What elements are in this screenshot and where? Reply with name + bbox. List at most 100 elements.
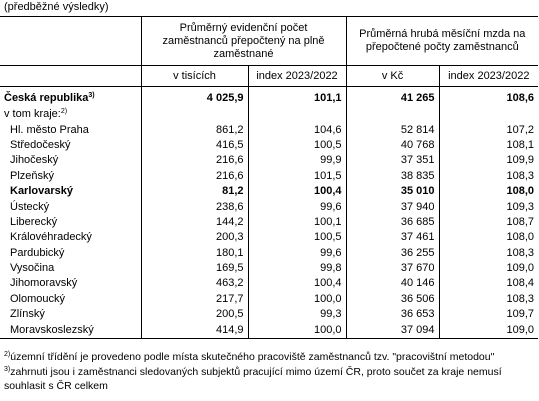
cell-wage: 41 265: [345, 86, 440, 107]
cell-wage-index: 108,0: [438, 183, 539, 200]
cell-employees-index: 99,9: [247, 153, 347, 169]
cell-wage-index: 108,0: [438, 230, 539, 246]
cell-employees-index: 101,1: [247, 86, 347, 107]
cell-employees-index: [247, 107, 347, 123]
cell-employees: [140, 107, 248, 123]
cell-employees-index: 104,6: [247, 122, 347, 138]
cell-employees-index: 99,6: [247, 245, 347, 261]
cell-wage: 52 814: [345, 122, 440, 138]
table-row: Hl. město Praha 861,2 104,6 52 814 107,2: [0, 122, 539, 138]
table-row: Plzeňský 216,6 101,5 38 835 108,3: [0, 168, 539, 184]
row-label: Jihomoravský: [10, 277, 78, 290]
header-czk: v Kč: [345, 65, 440, 87]
cell-employees: 861,2: [140, 122, 248, 138]
cell-wage-index: 108,3: [438, 291, 539, 308]
row-label: Moravskoslezský: [0, 322, 141, 339]
table-row: Olomoucký 217,7 100,0 36 506 108,3: [0, 291, 539, 308]
cell-employees: 217,7: [140, 291, 248, 308]
cell-wage-index: 108,1: [438, 137, 539, 154]
footnote-mark: 3): [88, 92, 95, 99]
cell-employees-index: 101,5: [247, 168, 347, 184]
table-row: Ústecký 238,6 99,6 37 940 109,3: [0, 199, 539, 215]
table-row-regions-heading: v tom kraje:2): [0, 107, 539, 123]
cell-employees-index: 99,8: [247, 260, 347, 277]
table-row: Vysočina 169,5 99,8 37 670 109,0: [0, 260, 539, 277]
cell-employees-index: 100,1: [247, 214, 347, 231]
table-row: Jihomoravský 463,2 100,4 40 146 108,4: [0, 276, 539, 292]
cell-employees: 169,5: [140, 260, 248, 277]
row-label: Česká republika3): [4, 92, 95, 104]
table-row: Zlínský 200,5 99,3 36 653 109,7: [0, 307, 539, 323]
cell-wage: 40 146: [345, 276, 440, 292]
header-row-groups: Průměrný evidenční počet zaměstnanců pře…: [0, 16, 539, 66]
cell-employees: 238,6: [140, 199, 248, 215]
table-row-czech-republic: Česká republika3) 4 025,9 101,1 41 265 1…: [0, 86, 539, 107]
cell-wage: 38 835: [345, 168, 440, 184]
header-row-units: v tisících index 2023/2022 v Kč index 20…: [0, 65, 539, 87]
cell-employees: 416,5: [140, 137, 248, 154]
cell-employees: 463,2: [140, 276, 248, 292]
cell-wage: 37 094: [345, 322, 440, 339]
cell-employees: 81,2: [140, 183, 248, 200]
row-label: Karlovarský: [10, 185, 73, 198]
cell-wage: 36 653: [345, 307, 440, 323]
cell-wage-index: 109,9: [438, 153, 539, 169]
cell-wage-index: 109,0: [438, 260, 539, 277]
footnote-2: 2)územní třídění je provedeno podle míst…: [4, 351, 495, 363]
cell-employees: 4 025,9: [140, 86, 248, 107]
row-label: Hl. město Praha: [10, 123, 89, 136]
row-label: Jihočeský: [10, 154, 59, 167]
cell-employees-index: 100,4: [247, 276, 347, 292]
cell-wage-index: 108,3: [438, 168, 539, 184]
cell-employees-index: 100,4: [247, 183, 347, 200]
cell-wage: 35 010: [345, 183, 440, 200]
footnote-3-continued: souhlasit s ČR celkem: [4, 380, 108, 392]
wages-table: Průměrný evidenční počet zaměstnanců pře…: [0, 16, 539, 339]
row-label: Středočeský: [10, 138, 71, 151]
cell-employees-index: 100,5: [247, 230, 347, 246]
table-row: Moravskoslezský 414,9 100,0 37 094 109,0: [0, 322, 539, 339]
cell-wage: 40 768: [345, 137, 440, 154]
table-row: Středočeský 416,5 100,5 40 768 108,1: [0, 137, 539, 154]
cell-employees: 216,6: [140, 168, 248, 184]
cell-employees: 216,6: [140, 153, 248, 169]
cell-employees: 200,5: [140, 307, 248, 323]
cell-employees-index: 99,3: [247, 307, 347, 323]
row-label: Vysočina: [10, 262, 55, 275]
cell-wage: [345, 107, 440, 123]
table-row: Pardubický 180,1 99,6 36 255 108,3: [0, 245, 539, 261]
row-label: Královéhradecký: [10, 231, 92, 244]
cell-wage: 37 351: [345, 153, 440, 169]
cell-employees-index: 99,6: [247, 199, 347, 215]
cell-wage: 36 255: [345, 245, 440, 261]
cell-wage: 37 461: [345, 230, 440, 246]
cell-employees: 414,9: [140, 322, 248, 339]
row-label: Liberecký: [10, 215, 58, 228]
cell-wage-index: 108,4: [438, 276, 539, 292]
cell-employees-index: 100,5: [247, 137, 347, 154]
header-empty-cell: [0, 16, 141, 66]
table-row-highlighted: Karlovarský 81,2 100,4 35 010 108,0: [0, 183, 539, 200]
cell-wage: 37 670: [345, 260, 440, 277]
cell-wage-index: 108,6: [438, 86, 539, 107]
table-caption: (předběžné výsledky): [4, 1, 109, 13]
row-label: Ústecký: [10, 200, 50, 213]
cell-employees-index: 100,0: [247, 322, 347, 339]
cell-wage: 36 506: [345, 291, 440, 308]
table-row: Liberecký 144,2 100,1 36 685 108,7: [0, 214, 539, 231]
table-row: Královéhradecký 200,3 100,5 37 461 108,0: [0, 230, 539, 246]
cell-wage: 37 940: [345, 199, 440, 215]
row-label: Zlínský: [10, 308, 45, 321]
cell-wage-index: 109,7: [438, 307, 539, 323]
cell-wage-index: 109,0: [438, 322, 539, 339]
cell-wage: 36 685: [345, 214, 440, 231]
header-index-employees: index 2023/2022: [247, 65, 347, 87]
row-label: v tom kraje:2): [4, 108, 68, 121]
row-label: Olomoucký: [10, 292, 66, 305]
cell-wage-index: [438, 107, 539, 123]
footnote-mark: 2): [60, 108, 68, 116]
header-wages: Průměrná hrubá měsíční mzda na přepočten…: [345, 16, 539, 66]
cell-employees: 200,3: [140, 230, 248, 246]
cell-wage-index: 108,3: [438, 245, 539, 261]
footnotes: 2)územní třídění je provedeno podle míst…: [0, 350, 539, 394]
